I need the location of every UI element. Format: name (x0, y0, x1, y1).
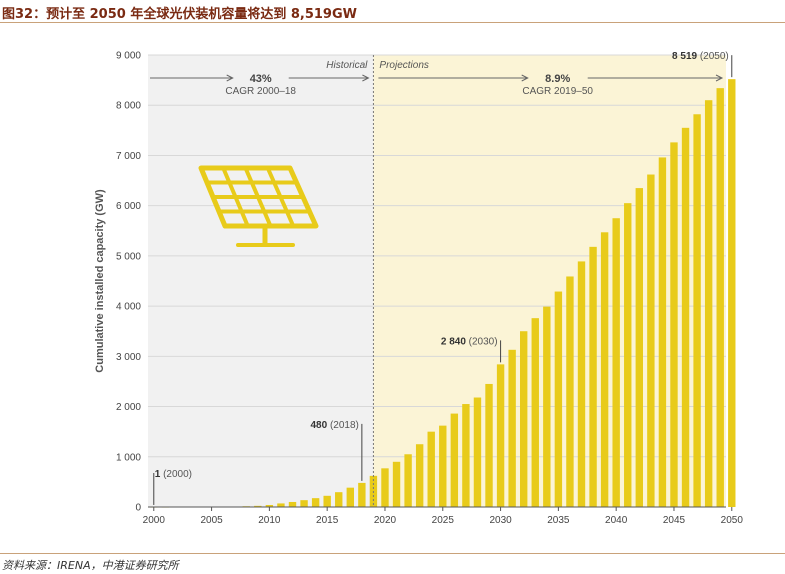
annotation-value: 8 519 (672, 51, 697, 62)
y-tick-label: 2 000 (116, 402, 141, 413)
projections-label: Projections (379, 60, 428, 71)
historical-arrow-right-head (362, 74, 370, 82)
y-tick-label: 1 000 (116, 452, 141, 463)
annotation-year: (2030) (466, 336, 498, 347)
x-tick-label: 2005 (200, 515, 223, 526)
bar (704, 100, 713, 507)
bar (311, 498, 320, 507)
bar (681, 127, 690, 508)
title-rule (0, 22, 785, 23)
bar (600, 232, 609, 508)
source-rule (0, 553, 785, 554)
bar (624, 203, 632, 507)
bar (404, 454, 412, 507)
annotation-label: 1 (2000) (155, 469, 192, 480)
bar (635, 188, 643, 508)
bar (543, 306, 551, 507)
bar (415, 444, 424, 507)
x-tick-label: 2010 (258, 515, 281, 526)
bar (450, 413, 459, 507)
bar (462, 404, 470, 507)
bar (392, 461, 401, 507)
y-tick-label: 8 000 (116, 101, 141, 112)
x-tick-label: 2050 (721, 515, 744, 526)
historical-cagr-label: CAGR 2000–18 (225, 86, 296, 97)
panel-frame (198, 165, 319, 229)
x-tick-label: 2045 (663, 515, 686, 526)
bar (589, 246, 597, 508)
projection-cagr-label: CAGR 2019–50 (522, 86, 593, 97)
bar (323, 495, 331, 507)
x-tick-label: 2000 (143, 515, 166, 526)
bar (716, 88, 724, 507)
bar (520, 331, 528, 507)
bar (427, 431, 435, 507)
bar (439, 425, 447, 507)
bar (277, 503, 285, 507)
bar (300, 500, 308, 507)
y-axis-label: Cumulative installed capacity (GW) (94, 189, 106, 373)
projection-arrow-right-head (715, 74, 724, 82)
bar (612, 218, 620, 507)
x-tick-label: 2020 (374, 515, 397, 526)
annotation-label: 2 840 (2030) (441, 336, 498, 347)
annotation-label: 8 519 (2050) (672, 51, 729, 62)
figure-source: 资料来源：IRENA，中港证券研究所 (2, 559, 179, 572)
historical-label: Historical (326, 60, 368, 71)
x-tick-label: 2015 (316, 515, 339, 526)
projection-cagr-rate: 8.9% (545, 73, 570, 85)
y-tick-label: 5 000 (116, 251, 141, 262)
bar (288, 501, 297, 507)
bar (254, 505, 262, 507)
y-tick-label: 3 000 (116, 352, 141, 363)
bar (265, 504, 274, 507)
x-tick-label: 2040 (605, 515, 628, 526)
projection-arrow-left-head (521, 74, 529, 82)
bar (346, 487, 354, 507)
bar (496, 364, 505, 507)
x-tick-label: 2025 (432, 515, 455, 526)
annotation-value: 480 (310, 420, 327, 431)
annotation-year: (2000) (160, 469, 192, 480)
y-tick-label: 0 (135, 503, 141, 514)
bar (658, 157, 667, 507)
bar (381, 468, 389, 507)
panel-grid-line (265, 167, 296, 227)
annotation-value: 1 (155, 469, 161, 480)
y-tick-label: 7 000 (116, 151, 141, 162)
bars (150, 79, 736, 508)
annotation-value: 2 840 (441, 336, 466, 347)
axes: 0 1 000 2 000 3 000 4 000 5 000 6 000 7 000 8 00… (94, 51, 743, 527)
bar (566, 276, 574, 507)
bar (577, 261, 586, 507)
x-tick-label: 2030 (489, 515, 512, 526)
y-tick-label: 4 000 (116, 302, 141, 313)
annotation-label: 480 (2018) (310, 420, 358, 431)
bar (693, 114, 701, 508)
x-tick-label: 2035 (547, 515, 570, 526)
bar (670, 142, 678, 507)
annotation-year: (2018) (327, 420, 359, 431)
y-tick-label: 9 000 (116, 51, 141, 62)
y-tick-label: 6 000 (116, 201, 141, 212)
bar (554, 291, 563, 507)
bar (508, 349, 516, 507)
figure-title: 图32：预计至 2050 年全球光伏装机容量将达到 8,519GW (2, 7, 357, 22)
bar (473, 397, 482, 507)
annotation-year: (2050) (697, 51, 729, 62)
bar (647, 174, 655, 508)
bar (335, 492, 343, 507)
bar (485, 383, 493, 507)
historical-cagr-rate: 43% (250, 73, 272, 85)
capacity-bar-chart: 0 1 000 2 000 3 000 4 000 5 000 6 000 7 000 8 00… (94, 51, 743, 527)
solar-panel-icon (198, 165, 319, 247)
bar (358, 482, 366, 507)
historical-arrow-left-head (226, 74, 234, 82)
historical-background (148, 55, 374, 507)
bar (531, 318, 539, 507)
bar (728, 79, 736, 507)
annotations: Historical Projections 43%CAGR 2000–18 8.9%… (150, 51, 733, 507)
